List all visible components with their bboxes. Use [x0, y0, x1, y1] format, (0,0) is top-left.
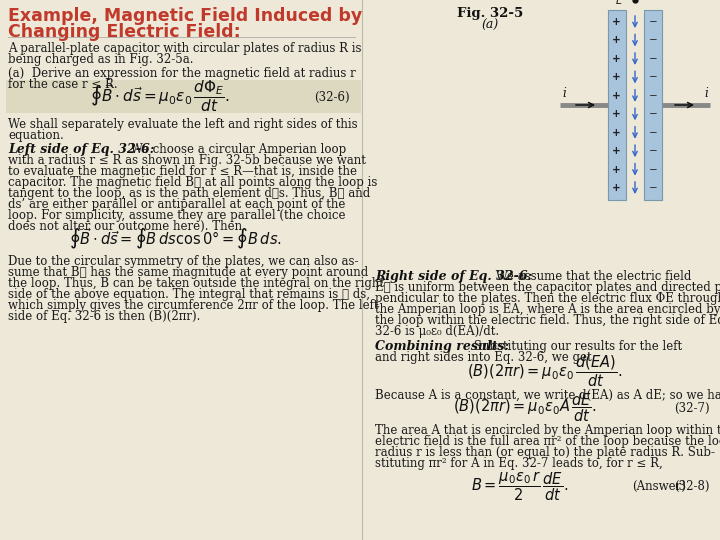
Text: +: + — [612, 54, 621, 64]
Text: −: − — [649, 127, 658, 138]
Text: +: + — [612, 91, 621, 101]
Text: (32-7): (32-7) — [675, 402, 710, 415]
Text: +: + — [612, 17, 621, 27]
Text: (32-8): (32-8) — [675, 480, 710, 492]
Text: and right sides into Eq. 32-6, we get: and right sides into Eq. 32-6, we get — [375, 351, 592, 364]
Text: side of Eq. 32-6 is then (B)(2πr).: side of Eq. 32-6 is then (B)(2πr). — [8, 310, 200, 323]
Text: E⃗ is uniform between the capacitor plates and directed per-: E⃗ is uniform between the capacitor plat… — [375, 281, 720, 294]
Text: (a)  Derive an expression for the magnetic field at radius r: (a) Derive an expression for the magneti… — [8, 67, 356, 80]
Text: +: + — [612, 127, 621, 138]
Text: side of the above equation. The integral that remains is ∮ ds,: side of the above equation. The integral… — [8, 288, 370, 301]
Text: Combining results:: Combining results: — [375, 340, 509, 353]
Text: sume that B⃗ has the same magnitude at every point around: sume that B⃗ has the same magnitude at e… — [8, 266, 368, 279]
Text: equation.: equation. — [8, 129, 64, 142]
Text: −: − — [649, 17, 658, 27]
Text: the loop within the electric field. Thus, the right side of Eq.: the loop within the electric field. Thus… — [375, 314, 720, 327]
Text: +: + — [612, 183, 621, 193]
Text: for the case r ≤ R.: for the case r ≤ R. — [8, 78, 117, 91]
Text: which simply gives the circumference 2πr of the loop. The left: which simply gives the circumference 2πr… — [8, 299, 379, 312]
Text: We assume that the electric field: We assume that the electric field — [492, 270, 691, 283]
Text: +: + — [612, 165, 621, 174]
Text: pendicular to the plates. Then the electric flux ΦE through: pendicular to the plates. Then the elect… — [375, 292, 720, 305]
Text: Due to the circular symmetry of the plates, we can also as-: Due to the circular symmetry of the plat… — [8, 255, 359, 268]
Text: −: − — [649, 36, 658, 45]
Text: Fig. 32-5: Fig. 32-5 — [457, 7, 523, 20]
Text: −: − — [649, 72, 658, 82]
Text: $(B)(2\pi r) = \mu_0\varepsilon_0 A\,\dfrac{dE}{dt}.$: $(B)(2\pi r) = \mu_0\varepsilon_0 A\,\df… — [453, 392, 597, 424]
Text: Because A is a constant, we write d(EA) as A dE; so we have: Because A is a constant, we write d(EA) … — [375, 389, 720, 402]
Text: the Amperian loop is EA, where A is the area encircled by: the Amperian loop is EA, where A is the … — [375, 303, 720, 316]
Text: ds’ are either parallel or antiparallel at each point of the: ds’ are either parallel or antiparallel … — [8, 198, 346, 211]
Text: We shall separately evaluate the left and right sides of this: We shall separately evaluate the left an… — [8, 118, 358, 131]
Text: −: − — [649, 183, 658, 193]
Text: electric field is the full area πr² of the loop because the loop’s: electric field is the full area πr² of t… — [375, 435, 720, 448]
Text: (a): (a) — [482, 19, 499, 32]
Text: $(B)(2\pi r) = \mu_0\varepsilon_0\,\dfrac{d(EA)}{dt}.$: $(B)(2\pi r) = \mu_0\varepsilon_0\,\dfra… — [467, 353, 623, 389]
Text: −: − — [649, 91, 658, 101]
Text: Substituting our results for the left: Substituting our results for the left — [470, 340, 682, 353]
Text: the loop. Thus, B can be taken outside the integral on the right: the loop. Thus, B can be taken outside t… — [8, 277, 384, 290]
Text: +: + — [612, 72, 621, 82]
Bar — [644, 10, 662, 200]
Text: radius r is less than (or equal to) the plate radius R. Sub-: radius r is less than (or equal to) the … — [375, 446, 715, 459]
Text: $\oint \vec{B} \cdot d\vec{s} = \mu_0\varepsilon_0\,\dfrac{d\Phi_E}{dt}.$: $\oint \vec{B} \cdot d\vec{s} = \mu_0\va… — [90, 78, 230, 114]
Text: The area A that is encircled by the Amperian loop within the: The area A that is encircled by the Ampe… — [375, 424, 720, 437]
Text: Right side of Eq. 32-6:: Right side of Eq. 32-6: — [375, 270, 532, 283]
Text: to evaluate the magnetic field for r ≤ R—that is, inside the: to evaluate the magnetic field for r ≤ R… — [8, 165, 357, 178]
Text: with a radius r ≤ R as shown in Fig. 32-5b because we want: with a radius r ≤ R as shown in Fig. 32-… — [8, 154, 366, 167]
Text: −: − — [649, 54, 658, 64]
Text: $B = \dfrac{\mu_0\varepsilon_0\, r}{2}\,\dfrac{dE}{dt}.$: $B = \dfrac{\mu_0\varepsilon_0\, r}{2}\,… — [472, 469, 569, 503]
Text: $\vec{E}$: $\vec{E}$ — [615, 0, 624, 7]
Text: i: i — [704, 87, 708, 100]
Text: +: + — [612, 36, 621, 45]
Text: loop. For simplicity, assume they are parallel (the choice: loop. For simplicity, assume they are pa… — [8, 209, 346, 222]
Text: Changing Electric Field:: Changing Electric Field: — [8, 23, 240, 41]
Text: being charged as in Fig. 32-5a.: being charged as in Fig. 32-5a. — [8, 53, 194, 66]
Text: $\oint \vec{B} \cdot d\vec{s} = \oint B\,ds\cos 0° = \oint B\,ds.$: $\oint \vec{B} \cdot d\vec{s} = \oint B\… — [68, 226, 282, 252]
Text: Example, Magnetic Field Induced by: Example, Magnetic Field Induced by — [8, 7, 362, 25]
Text: does not alter our outcome here). Then: does not alter our outcome here). Then — [8, 220, 242, 233]
Text: tangent to the loop, as is the path element d⃗s. Thus, B⃗ and: tangent to the loop, as is the path elem… — [8, 187, 370, 200]
Text: +: + — [612, 146, 621, 156]
Text: (32-6): (32-6) — [315, 91, 350, 104]
Bar — [608, 10, 626, 200]
Text: +: + — [612, 109, 621, 119]
Text: −: − — [649, 109, 658, 119]
Text: −: − — [649, 146, 658, 156]
Text: Left side of Eq. 32-6:: Left side of Eq. 32-6: — [8, 143, 154, 156]
FancyBboxPatch shape — [6, 80, 361, 113]
Text: i: i — [562, 87, 566, 100]
Text: stituting πr² for A in Eq. 32-7 leads to, for r ≤ R,: stituting πr² for A in Eq. 32-7 leads to… — [375, 457, 662, 470]
Text: We choose a circular Amperian loop: We choose a circular Amperian loop — [127, 143, 346, 156]
Text: −: − — [649, 165, 658, 174]
Text: (Answer): (Answer) — [632, 480, 686, 492]
Text: A parallel-plate capacitor with circular plates of radius R is: A parallel-plate capacitor with circular… — [8, 42, 361, 55]
Text: capacitor. The magnetic field B⃗ at all points along the loop is: capacitor. The magnetic field B⃗ at all … — [8, 176, 377, 189]
Text: 32-6 is μ₀ε₀ d(EA)/dt.: 32-6 is μ₀ε₀ d(EA)/dt. — [375, 325, 499, 338]
